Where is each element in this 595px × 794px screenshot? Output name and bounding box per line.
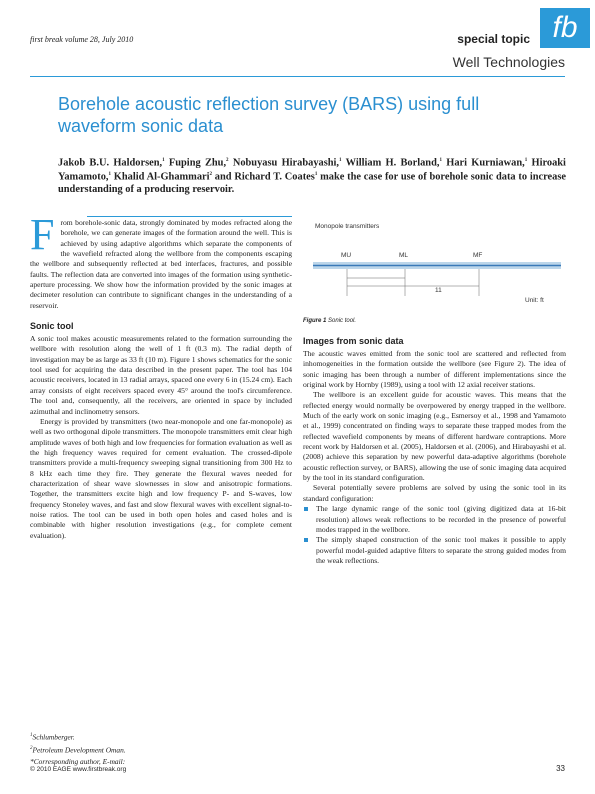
footnote-text: Schlumberger. xyxy=(32,732,75,742)
figure-label: 11 xyxy=(435,287,442,294)
footnote-mark: 2 xyxy=(30,745,33,751)
affiliation-mark: 2 xyxy=(226,158,229,163)
paragraph: Several potentially severe problems are … xyxy=(303,483,566,503)
title: Borehole acoustic reflection survey (BAR… xyxy=(58,94,480,136)
figure-label: ML xyxy=(399,252,408,259)
left-column: F rom borehole-sonic data, strongly domi… xyxy=(30,210,292,541)
author: Fuping Zhu, xyxy=(168,157,227,169)
affiliation-mark: 1 xyxy=(162,158,165,163)
rule xyxy=(30,76,565,77)
figure-label: Unit: ft xyxy=(525,297,544,304)
footnote: 2Petroleum Development Oman. xyxy=(30,743,126,756)
affiliation-mark: 2 xyxy=(209,172,213,178)
figure-label: MF xyxy=(473,252,482,259)
paragraph: A sonic tool makes acoustic measurements… xyxy=(30,334,292,416)
author: Khalid Al-Ghammari xyxy=(113,171,210,183)
figure-label: Monopole transmitters xyxy=(315,223,380,230)
figure: Monopole transmitters MU ML MF 11 Unit: … xyxy=(313,223,561,304)
affiliation-mark: 1 xyxy=(524,158,528,163)
footnote: 1Schlumberger. xyxy=(30,730,126,743)
author: Hiroaki Yamamoto, xyxy=(58,157,566,183)
figure-label: MU xyxy=(341,252,351,259)
footnote-text: Petroleum Development Oman. xyxy=(32,745,126,755)
summary: make the case for use of borehole sonic … xyxy=(58,171,566,195)
paragraph: Energy is provided by transmitters (two … xyxy=(30,416,292,540)
caption-label: Figure 1 xyxy=(303,318,327,324)
author: Hari Kurniawan, xyxy=(446,157,525,169)
logo: fb xyxy=(540,8,590,48)
author: Jakob B.U. Haldorsen, xyxy=(58,157,163,169)
page-number: 33 xyxy=(556,764,565,773)
footnote-mark: 1 xyxy=(30,733,33,738)
affiliation-mark: 1 xyxy=(339,158,342,163)
byline: Jakob B.U. Haldorsen,1 Fuping Zhu,2 Nobu… xyxy=(58,155,566,196)
footnotes: 1Schlumberger. 2Petroleum Development Om… xyxy=(30,730,126,767)
heading: Sonic tool xyxy=(30,321,74,332)
heading: Images from sonic data xyxy=(303,336,404,346)
figure-caption: Figure 1 Sonic tool. xyxy=(303,318,356,324)
paragraph: The wellbore is an excellent guide for a… xyxy=(303,390,566,483)
rule xyxy=(87,216,292,217)
bullet-list: The large dynamic range of the sonic too… xyxy=(303,504,566,566)
bullet: The large dynamic range of the sonic too… xyxy=(303,504,566,535)
affiliation-mark: 1 xyxy=(439,158,442,163)
section: special topic xyxy=(457,32,530,46)
affiliation-mark: 1 xyxy=(108,172,112,178)
caption-text: Sonic tool. xyxy=(328,318,357,324)
author: William H. Borland, xyxy=(345,157,440,169)
right-column: Images from sonic data The acoustic wave… xyxy=(303,326,566,566)
bullet: The simply shaped construction of the so… xyxy=(303,535,566,566)
copyright: © 2010 EAGE www.firstbreak.org xyxy=(30,766,127,773)
author: Nobuyasu Hirabayashi, xyxy=(232,157,340,169)
paragraph: rom borehole-sonic data, strongly domina… xyxy=(30,218,292,310)
journal: first break volume 28, July 2010 xyxy=(30,35,134,44)
author: and Richard T. Coates xyxy=(214,171,315,183)
drop-cap: F xyxy=(30,210,55,259)
affiliation-mark: 1 xyxy=(314,172,318,178)
subsection: Well Technologies xyxy=(452,54,565,70)
footnote: *Corresponding author, E-mail: xyxy=(30,756,126,766)
paragraph: The acoustic waves emitted from the soni… xyxy=(303,349,566,390)
